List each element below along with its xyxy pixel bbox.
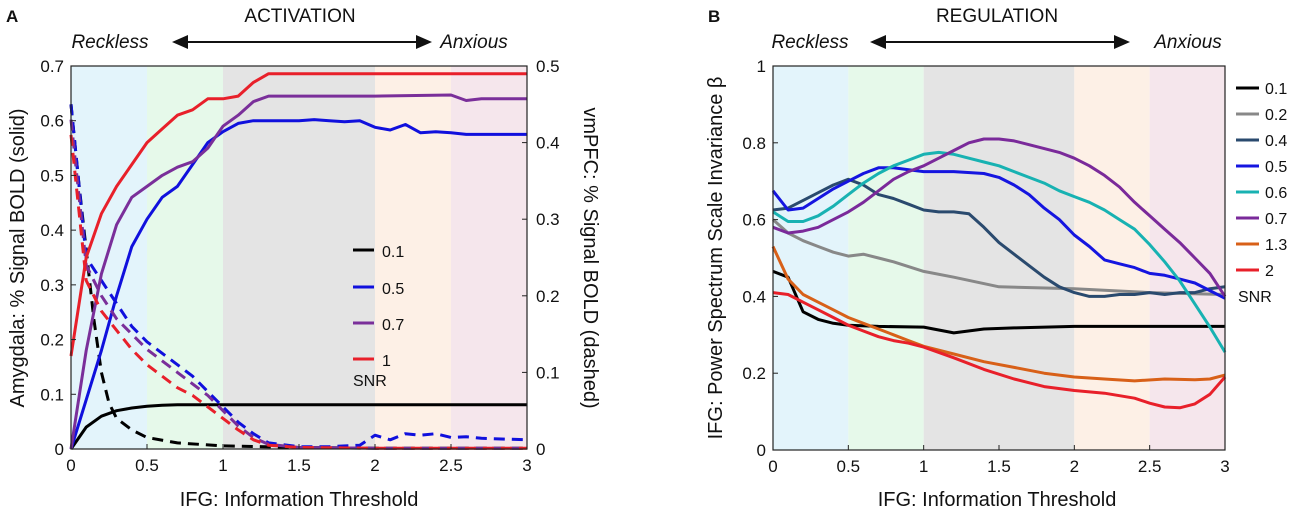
panel-b-x-axis-label: IFG: Information Threshold bbox=[878, 489, 1117, 511]
panel-b-series-line-0.6 bbox=[772, 150, 1227, 353]
panel-a-x-tick-label: 3 bbox=[522, 456, 531, 475]
panel-b-legend: 0.1 0.2 0.4 0.5 0.6 0.7 1.3 2 SNR bbox=[1236, 81, 1287, 306]
panel-b-series-line-0.7 bbox=[772, 137, 1227, 298]
panel-a-x-tick-label: 0.5 bbox=[135, 456, 159, 475]
panel-b-legend-label-0.1: 0.1 bbox=[1265, 81, 1287, 98]
panel-b-ticks: 0 0.5 1 1.5 2 2.5 3 0 0.2 0.4 0.6 0.8 1 bbox=[742, 57, 1229, 476]
panel-a-legend-title: SNR bbox=[353, 373, 387, 390]
panel-a-y2-tick-label: 0.3 bbox=[536, 210, 560, 229]
panel-b-series-line-0.2 bbox=[772, 218, 1226, 296]
panel-b-x-tick-label: 2 bbox=[1070, 457, 1079, 476]
panel-b-legend-label-0.5: 0.5 bbox=[1265, 159, 1287, 176]
panel-b-legend-title: SNR bbox=[1238, 289, 1272, 306]
panel-b-y-tick-label: 1 bbox=[757, 57, 766, 76]
panel-b-x-tick-label: 3 bbox=[1220, 457, 1229, 476]
panel-a-vmpfc-dashed-line-0.7 bbox=[69, 119, 527, 450]
panel-a-y-tick-label: 0.1 bbox=[40, 385, 64, 404]
panel-a: A ACTIVATION Reckless Anxious 0 0.5 1 1.5 2 2… bbox=[6, 6, 601, 511]
panel-b-series bbox=[771, 137, 1227, 410]
panel-a-vmpfc-dashed-line-0.5 bbox=[69, 104, 528, 449]
panel-a-legend: 0.1 0.5 0.7 1 SNR bbox=[353, 244, 404, 390]
panel-b-legend-label-0.6: 0.6 bbox=[1265, 185, 1287, 202]
panel-a-y-tick-label: 0.5 bbox=[40, 166, 64, 185]
panel-a-y-tick-label: 0.7 bbox=[40, 57, 64, 76]
panel-b-anxious-label: Anxious bbox=[1153, 32, 1222, 53]
panel-a-band-0 bbox=[71, 66, 147, 449]
panel-b-band-0 bbox=[773, 66, 849, 450]
panel-a-header: ACTIVATION bbox=[244, 6, 355, 27]
panel-b-label: B bbox=[708, 7, 720, 26]
panel-b-reckless-label: Reckless bbox=[771, 32, 849, 53]
panel-a-reckless-label: Reckless bbox=[71, 32, 149, 53]
panel-a-amygdala-solid-line-0.7 bbox=[69, 93, 527, 450]
panel-b-y-axis-label: IFG: Power Spectrum Scale Invariance β bbox=[705, 77, 727, 440]
panel-a-y-tick-label: 0.4 bbox=[40, 221, 64, 240]
panel-a-x-tick-label: 2.5 bbox=[439, 456, 463, 475]
panel-b-x-tick-label: 2.5 bbox=[1138, 457, 1162, 476]
panel-a-y2-tick-label: 0.4 bbox=[536, 134, 560, 153]
panel-a-anxious-label: Anxious bbox=[439, 32, 508, 53]
panel-b-y-tick-label: 0.2 bbox=[742, 364, 766, 383]
panel-b-header: REGULATION bbox=[936, 6, 1058, 27]
panel-b: B REGULATION Reckless Anxious 0 0.5 1 1.5 2 2… bbox=[705, 6, 1287, 511]
panel-a-x-tick-label: 1.5 bbox=[287, 456, 311, 475]
panel-a-series bbox=[69, 72, 528, 450]
panel-a-y2-tick-label: 0 bbox=[536, 440, 545, 459]
panel-b-band-2 bbox=[923, 66, 1075, 450]
panel-a-legend-label-1: 1 bbox=[382, 353, 391, 370]
panel-a-x-tick-label: 2 bbox=[370, 456, 379, 475]
panel-b-y-tick-label: 0.8 bbox=[742, 134, 766, 153]
panel-b-legend-label-2: 2 bbox=[1265, 263, 1274, 280]
panel-a-y-axis-label: Amygdala: % Signal BOLD (solid) bbox=[7, 108, 29, 407]
panel-b-double-arrow bbox=[870, 35, 1130, 49]
panel-a-legend-label-0.1: 0.1 bbox=[382, 244, 404, 261]
panel-b-legend-label-1.3: 1.3 bbox=[1265, 237, 1287, 254]
panel-a-y-tick-label: 0.6 bbox=[40, 112, 64, 131]
panel-b-x-tick-label: 0 bbox=[768, 457, 777, 476]
panel-a-y2-tick-label: 0.1 bbox=[536, 363, 560, 382]
panel-a-label: A bbox=[6, 7, 18, 26]
panel-b-y-tick-label: 0.6 bbox=[742, 211, 766, 230]
panel-a-y2-tick-label: 0.2 bbox=[536, 287, 560, 306]
panel-b-series-line-0.5 bbox=[771, 166, 1226, 300]
panel-a-y2-tick-label: 0.5 bbox=[536, 57, 560, 76]
panel-b-band-3 bbox=[1074, 66, 1150, 450]
panel-b-x-tick-label: 1 bbox=[919, 457, 928, 476]
panel-b-series-line-0.1 bbox=[772, 269, 1225, 335]
panel-a-vmpfc-dashed-line-1 bbox=[69, 134, 527, 450]
panel-a-y-tick-label: 0.2 bbox=[40, 331, 64, 350]
panel-a-bands bbox=[71, 66, 527, 449]
panel-a-x-tick-label: 0 bbox=[66, 456, 75, 475]
panel-a-y-tick-label: 0.3 bbox=[40, 276, 64, 295]
panel-a-amygdala-solid-line-0.1 bbox=[69, 403, 527, 450]
panel-a-amygdala-solid-line-1 bbox=[69, 72, 527, 357]
panel-a-double-arrow bbox=[172, 35, 432, 49]
panel-b-legend-label-0.4: 0.4 bbox=[1265, 133, 1287, 150]
panel-a-x-tick-label: 1 bbox=[218, 456, 227, 475]
panel-b-series-line-1.3 bbox=[771, 245, 1226, 383]
panel-b-band-1 bbox=[848, 66, 924, 450]
panel-b-series-line-2 bbox=[772, 291, 1227, 410]
panel-a-y2-axis-label: vmPFC: % Signal BOLD (dashed) bbox=[579, 107, 601, 408]
panel-b-x-tick-label: 1.5 bbox=[987, 457, 1011, 476]
panel-a-amygdala-solid-line-0.5 bbox=[69, 118, 527, 450]
panel-a-ticks: 0 0.5 1 1.5 2 2.5 300.10.20.30.40.50.60.700.10… bbox=[40, 57, 559, 475]
panel-b-bands bbox=[773, 66, 1225, 450]
panel-a-legend-label-0.7: 0.7 bbox=[382, 317, 404, 334]
panel-b-y-tick-label: 0 bbox=[757, 441, 766, 460]
panel-a-legend-label-0.5: 0.5 bbox=[382, 281, 404, 298]
panel-a-band-2 bbox=[223, 66, 375, 449]
panel-b-series-line-0.4 bbox=[772, 177, 1226, 298]
panel-b-legend-label-0.2: 0.2 bbox=[1265, 107, 1287, 124]
panel-a-y-tick-label: 0 bbox=[55, 440, 64, 459]
panel-b-legend-label-0.7: 0.7 bbox=[1265, 211, 1287, 228]
panel-b-y-tick-label: 0.4 bbox=[742, 287, 766, 306]
panel-a-band-4 bbox=[451, 66, 527, 449]
panel-b-x-tick-label: 0.5 bbox=[837, 457, 861, 476]
panel-a-x-axis-label: IFG: Information Threshold bbox=[180, 489, 419, 511]
